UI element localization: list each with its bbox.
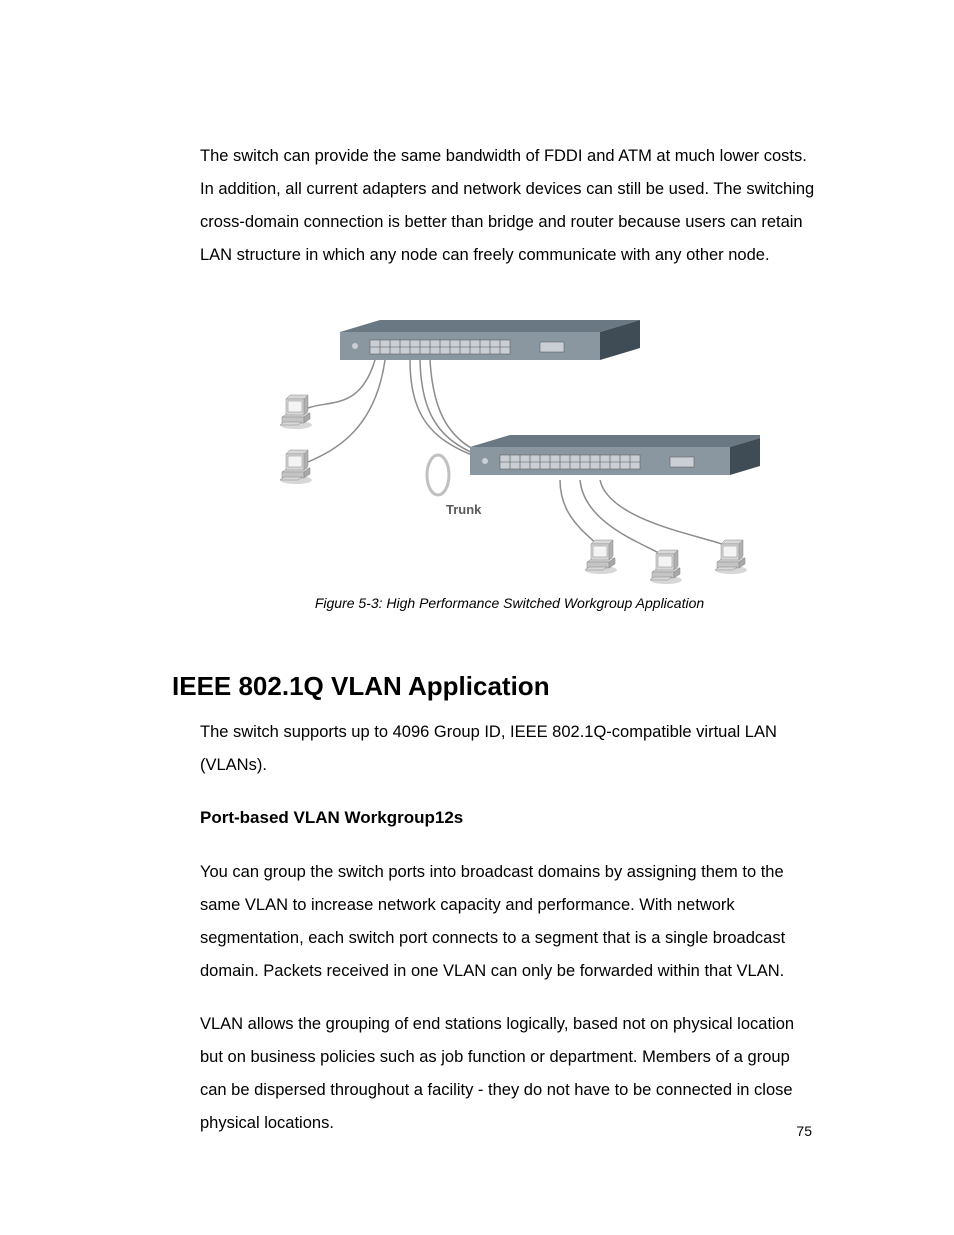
trunk-label: Trunk [446,502,482,517]
heading-port-based-vlan: Port-based VLAN Workgroup12s [200,808,819,828]
pc-right-3 [715,540,747,574]
switch-bottom [470,435,760,475]
paragraph-vlan-grouping: You can group the switch ports into broa… [200,856,819,988]
document-page: The switch can provide the same bandwidt… [0,0,954,1235]
paragraph-vlan-logical: VLAN allows the grouping of end stations… [200,1008,819,1140]
heading-vlan-application: IEEE 802.1Q VLAN Application [172,671,819,702]
page-number: 75 [796,1123,812,1139]
pc-left-2 [280,450,312,484]
paragraph-vlan-intro: The switch supports up to 4096 Group ID,… [200,716,819,782]
figure-5-3: Trunk Figure 5-3: High Performance Switc… [200,300,819,611]
pc-left-1 [280,395,312,429]
switch-top [340,320,640,360]
paragraph-intro: The switch can provide the same bandwidt… [200,140,819,272]
figure-caption: Figure 5-3: High Performance Switched Wo… [315,595,704,611]
pc-right-2 [650,550,682,584]
network-diagram-svg: Trunk [260,300,760,585]
pc-right-1 [585,540,617,574]
